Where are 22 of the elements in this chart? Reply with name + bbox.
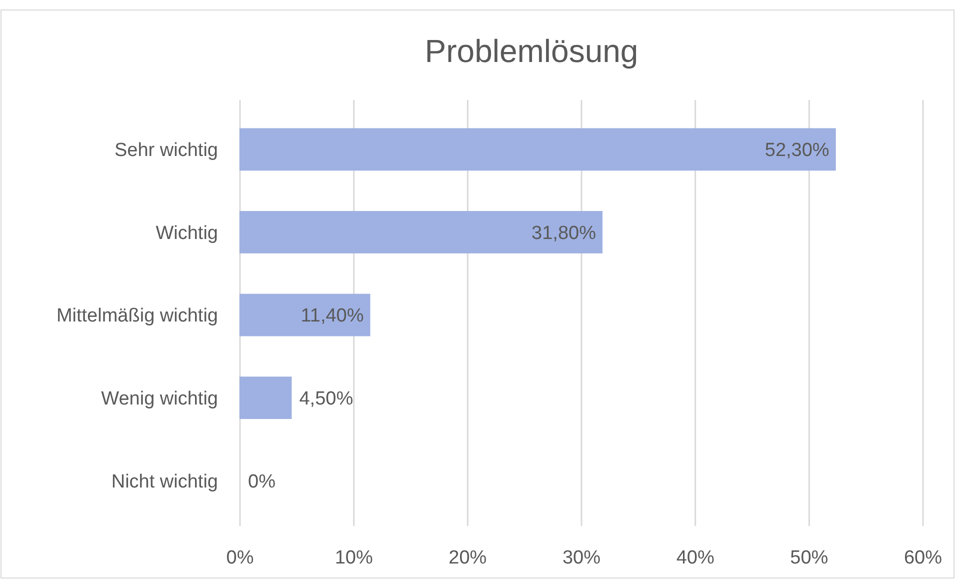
y-tick-label: Wenig wichtig	[101, 388, 218, 410]
bar	[240, 128, 836, 171]
bar	[240, 376, 292, 419]
chart-title: Problemlösung	[424, 33, 638, 69]
y-tick-label: Nicht wichtig	[111, 471, 218, 492]
x-tick-label: 0%	[226, 548, 254, 569]
data-label: 31,80%	[532, 222, 596, 244]
y-tick-label: Mittelmäßig wichtig	[56, 306, 218, 327]
x-tick-label: 30%	[562, 548, 601, 569]
data-label: 0%	[248, 471, 276, 492]
data-label: 11,40%	[300, 306, 364, 327]
x-tick-label: 10%	[334, 548, 373, 569]
data-label: 4,50%	[299, 388, 354, 410]
bar	[240, 211, 602, 254]
y-tick-label: Sehr wichtig	[114, 140, 218, 162]
data-label: 52,30%	[764, 140, 830, 162]
bar	[240, 294, 370, 336]
y-tick-label: Wichtig	[156, 222, 218, 244]
x-tick-label: 60%	[904, 548, 942, 569]
x-tick-label: 20%	[448, 548, 487, 569]
x-tick-label: 50%	[790, 548, 828, 569]
x-tick-label: 40%	[676, 548, 714, 569]
